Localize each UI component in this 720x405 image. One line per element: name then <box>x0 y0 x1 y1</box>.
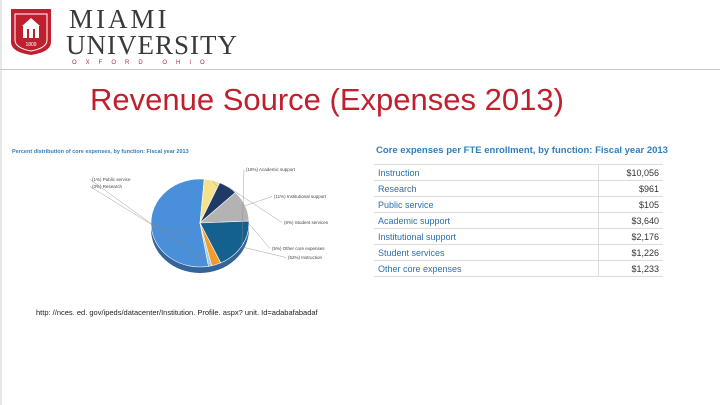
university-seal-icon: 1809 <box>11 9 51 55</box>
table-row: Student services $1,226 <box>374 244 663 261</box>
table-title: Core expenses per FTE enrollment, by fun… <box>376 145 668 156</box>
table-row: Public service $105 <box>374 196 663 213</box>
pie-slice-label: (1%) Public service <box>92 177 131 182</box>
pie-chart: (52%) Instruction (5%) Other core expense… <box>89 167 329 273</box>
pie-slice-label: (6%) Student services <box>284 220 329 225</box>
amount-cell: $105 <box>598 196 663 213</box>
pie-slice-label: (52%) Instruction <box>288 255 323 260</box>
pie-slice-label: (11%) Institutional support <box>274 194 327 199</box>
header-divider <box>0 69 720 70</box>
table-row: Academic support $3,640 <box>374 212 663 229</box>
seal-year: 1809 <box>25 42 36 48</box>
table-row: Other core expenses $1,233 <box>374 260 663 277</box>
pie-leader-line <box>89 179 211 267</box>
wordmark-line-1: MIAMI <box>69 4 170 34</box>
amount-cell: $961 <box>598 180 663 197</box>
amount-cell: $1,226 <box>598 244 663 261</box>
wordmark-line-2: UNIVERSITY <box>66 30 238 60</box>
source-link[interactable]: http: //nces. ed. gov/ipeds/datacenter/I… <box>36 308 318 317</box>
pie-leader-line <box>244 196 273 206</box>
pie-chart-title: Percent distribution of core expenses, b… <box>12 149 189 155</box>
table-row: Research $961 <box>374 180 663 197</box>
pie-slice-label: (3%) Research <box>92 184 123 189</box>
wordmark-tagline: OXFORD OHIO <box>72 60 214 66</box>
function-cell: Research <box>374 180 599 197</box>
pie-leader-line <box>241 169 245 246</box>
function-cell: Instruction <box>374 164 599 181</box>
table-row: Institutional support $2,176 <box>374 228 663 245</box>
pie-slice <box>199 220 250 264</box>
pie-leader-line <box>89 186 217 265</box>
amount-cell: $2,176 <box>598 228 663 245</box>
pie-leader-line <box>227 186 283 223</box>
function-cell: Student services <box>374 244 599 261</box>
function-cell: Institutional support <box>374 228 599 245</box>
expenses-table: Instruction $10,056 Research $961 Public s… <box>374 164 663 277</box>
pie-slice <box>199 222 213 267</box>
left-edge-rule <box>0 0 2 405</box>
table-row: Instruction $10,056 <box>374 164 663 181</box>
function-cell: Public service <box>374 196 599 213</box>
amount-cell: $1,233 <box>598 260 663 277</box>
function-cell: Academic support <box>374 212 599 229</box>
function-cell: Other core expenses <box>374 260 599 277</box>
amount-cell: $10,056 <box>598 164 663 181</box>
pie-slice-label: (18%) Academic support <box>246 167 296 172</box>
pie-slice-label: (5%) Other core expenses <box>272 246 325 251</box>
amount-cell: $3,640 <box>598 212 663 229</box>
slide-title: Revenue Source (Expenses 2013) <box>90 82 564 117</box>
